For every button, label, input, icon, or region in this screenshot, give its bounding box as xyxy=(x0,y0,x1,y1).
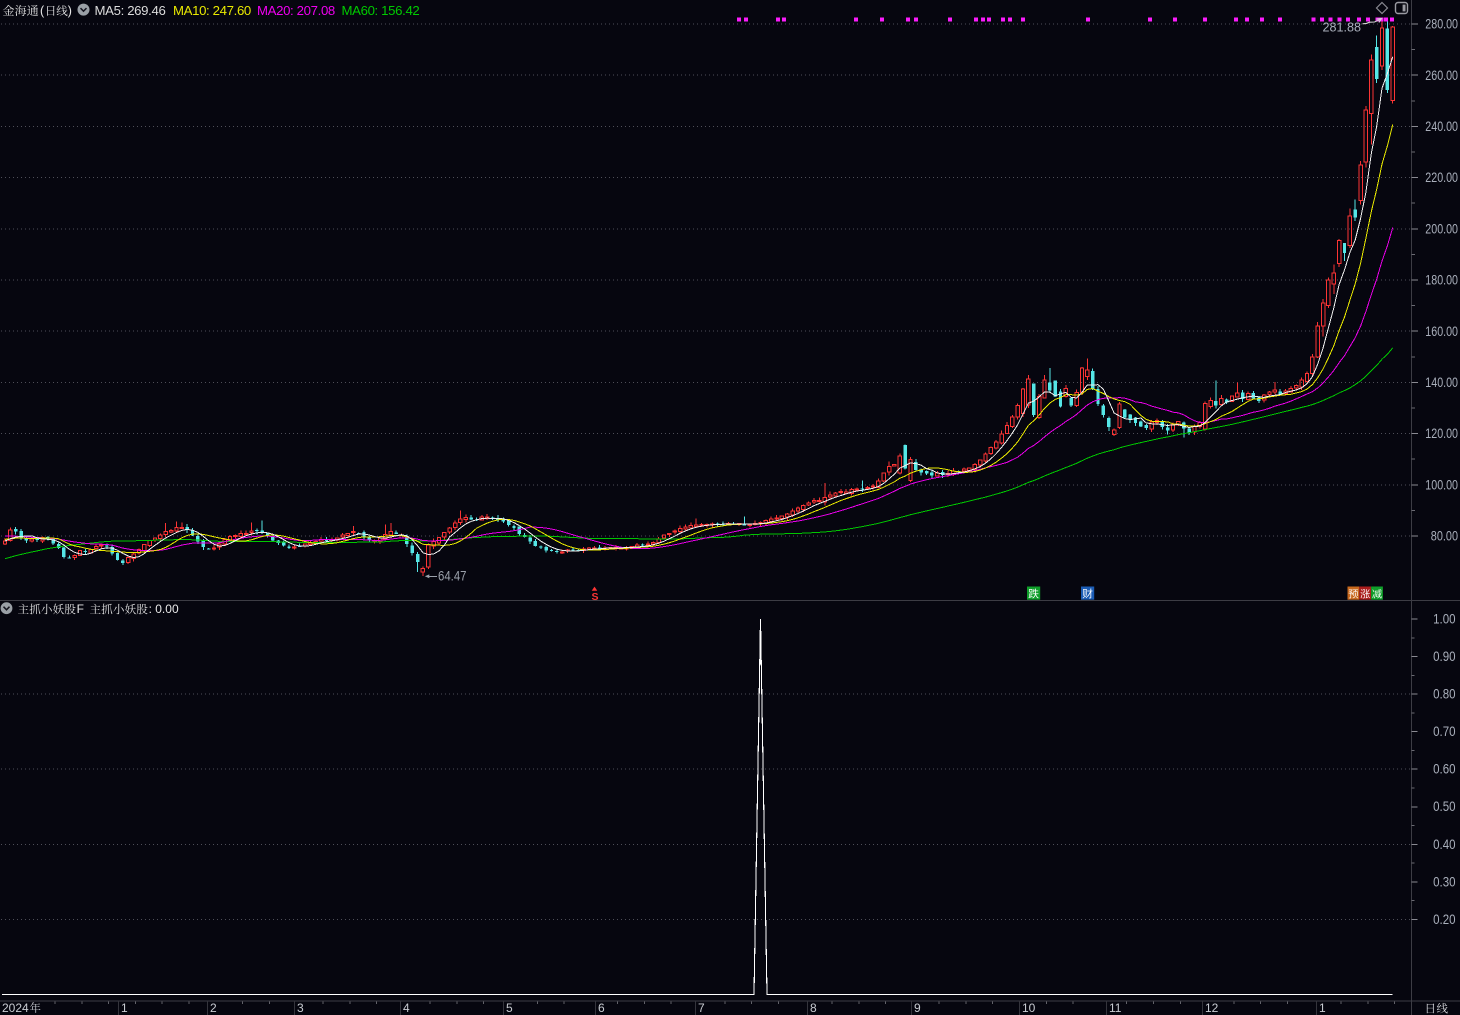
svg-text:0.50: 0.50 xyxy=(1433,799,1455,814)
svg-text:160.00: 160.00 xyxy=(1425,324,1458,339)
svg-text:7: 7 xyxy=(698,1001,705,1015)
svg-text:0.80: 0.80 xyxy=(1433,687,1455,702)
svg-text:0.60: 0.60 xyxy=(1433,762,1455,777)
svg-text:4: 4 xyxy=(403,1001,410,1015)
svg-text:80.00: 80.00 xyxy=(1431,529,1458,544)
svg-text:1: 1 xyxy=(121,1001,128,1015)
svg-text:180.00: 180.00 xyxy=(1425,273,1458,288)
svg-text:MA60: 156.42: MA60: 156.42 xyxy=(342,3,420,18)
svg-text:10: 10 xyxy=(1022,1001,1036,1015)
svg-text:200.00: 200.00 xyxy=(1425,221,1458,236)
svg-text:240.00: 240.00 xyxy=(1425,119,1458,134)
svg-text:120.00: 120.00 xyxy=(1425,426,1458,441)
svg-text:6: 6 xyxy=(598,1001,605,1015)
svg-text:2: 2 xyxy=(210,1001,217,1015)
svg-text:: 0.00: : 0.00 xyxy=(149,602,179,616)
svg-text:280.00: 280.00 xyxy=(1425,17,1458,32)
svg-text:MA5: 269.46: MA5: 269.46 xyxy=(95,3,166,18)
svg-text:1.00: 1.00 xyxy=(1433,611,1455,626)
svg-text:0.20: 0.20 xyxy=(1433,912,1455,927)
svg-text:9: 9 xyxy=(914,1001,921,1015)
svg-text:0.90: 0.90 xyxy=(1433,649,1455,664)
svg-text:3: 3 xyxy=(297,1001,304,1015)
svg-text:260.00: 260.00 xyxy=(1425,68,1458,83)
svg-text:0.40: 0.40 xyxy=(1433,837,1455,852)
svg-text:S: S xyxy=(592,591,599,603)
svg-text:11: 11 xyxy=(1109,1001,1122,1015)
svg-text:0.30: 0.30 xyxy=(1433,874,1455,889)
svg-text:): ) xyxy=(68,4,72,18)
svg-text:281.88: 281.88 xyxy=(1323,20,1362,35)
svg-text:140.00: 140.00 xyxy=(1425,375,1458,390)
svg-text:8: 8 xyxy=(810,1001,817,1015)
svg-text:0.70: 0.70 xyxy=(1433,724,1455,739)
svg-text:100.00: 100.00 xyxy=(1425,477,1458,492)
svg-text:(: ( xyxy=(40,4,45,18)
svg-text:12: 12 xyxy=(1205,1001,1219,1015)
svg-text:F: F xyxy=(77,602,84,616)
svg-text:5: 5 xyxy=(506,1001,513,1015)
svg-text:MA10: 247.60: MA10: 247.60 xyxy=(173,3,251,18)
svg-text:MA20: 207.08: MA20: 207.08 xyxy=(257,3,335,18)
svg-text:64.47: 64.47 xyxy=(438,568,467,583)
svg-text:220.00: 220.00 xyxy=(1425,170,1458,185)
svg-text:2024: 2024 xyxy=(2,1001,29,1015)
svg-text:1: 1 xyxy=(1319,1001,1326,1015)
